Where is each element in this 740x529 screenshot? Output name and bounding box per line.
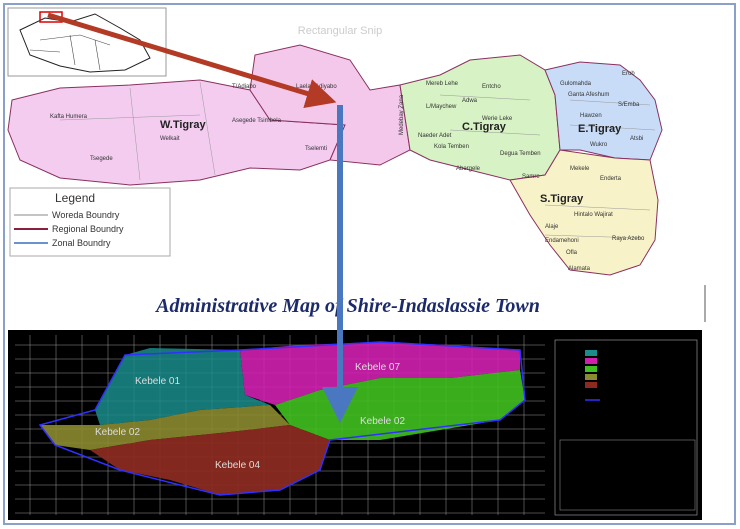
woreda-label: Entcho — [482, 84, 501, 90]
regional-map — [7, 44, 663, 276]
woreda-label: Erob — [622, 71, 635, 77]
legend-item: Woreda Boundry — [52, 210, 120, 220]
woreda-label: S/Emba — [618, 102, 640, 108]
inset-map — [7, 7, 167, 77]
woreda-label: Abergele — [456, 166, 481, 172]
woreda-label: Hintalo Wajirat — [574, 212, 613, 218]
zone-label: S.Tigray — [540, 193, 584, 205]
kebele-label: Kebele 01 — [135, 376, 180, 387]
woreda-label: Alaje — [545, 224, 559, 230]
kebele-label: Kebele 07 — [355, 362, 400, 373]
woreda-label: Laelay Adiyabo — [296, 84, 337, 90]
woreda-label: L/Maychew — [426, 104, 457, 110]
woreda-label: Alamata — [568, 266, 591, 272]
woreda-labels: Kafta Humera Welkait Tsegede T/Adiabo La… — [50, 71, 645, 272]
woreda-label: Mekele — [570, 166, 590, 172]
woreda-label: Atsbi — [630, 136, 643, 142]
kebele-label: Kebele 02 — [360, 416, 405, 427]
woreda-label: Enderta — [600, 176, 622, 182]
woreda-label: Adwa — [462, 98, 478, 104]
legend-item: Regional Boundry — [52, 224, 124, 234]
woreda-label: Gulomahda — [560, 81, 592, 87]
legend: Legend Woreda Boundry Regional Boundry Z… — [9, 187, 171, 257]
woreda-label: Mereb Lehe — [426, 81, 459, 87]
woreda-label: Raya Azebo — [612, 236, 645, 242]
woreda-label: Hawzen — [580, 113, 602, 119]
woreda-label: Welkait — [160, 136, 180, 142]
pointer-arrow — [47, 12, 337, 109]
zone-label: W.Tigray — [160, 119, 207, 131]
zone-label: C.Tigray — [462, 121, 507, 133]
woreda-label: Ganta Afeshum — [568, 92, 609, 98]
woreda-label: Kola Temben — [434, 144, 469, 150]
woreda-label: Degua Temben — [500, 151, 541, 157]
woreda-label: Tselemti — [305, 146, 327, 152]
kebele-label: Kebele 04 — [215, 460, 260, 471]
woreda-label: Kafta Humera — [50, 114, 88, 120]
woreda-label: Endamehoni — [545, 238, 579, 244]
legend-title: Legend — [55, 191, 95, 205]
legend-item: Zonal Boundry — [52, 238, 111, 248]
snip-label: Rectangular Snip — [298, 25, 382, 37]
woreda-label: Samre — [522, 174, 540, 180]
zone-labels: W.Tigray C.Tigray E.Tigray S.Tigray — [160, 119, 622, 205]
woreda-label: Tsegede — [90, 156, 113, 162]
woreda-label: T/Adiabo — [232, 84, 257, 90]
woreda-label: Asegede Tsimbela — [232, 118, 282, 124]
town-map: Kebele 01 Kebele 07 Kebele 02 Kebele 02 … — [8, 330, 702, 520]
kebele-label: Kebele 02 — [95, 427, 140, 438]
woreda-label: Medebay Zana — [399, 94, 405, 135]
woreda-label: Ofla — [566, 250, 578, 256]
woreda-label: Naeder Adet — [418, 133, 452, 139]
map-title: Administrative Map of Shire-Indaslassie … — [154, 295, 540, 317]
zone-label: E.Tigray — [578, 123, 622, 135]
woreda-label: Werie Leke — [482, 116, 513, 122]
woreda-label: Wukro — [590, 142, 608, 148]
